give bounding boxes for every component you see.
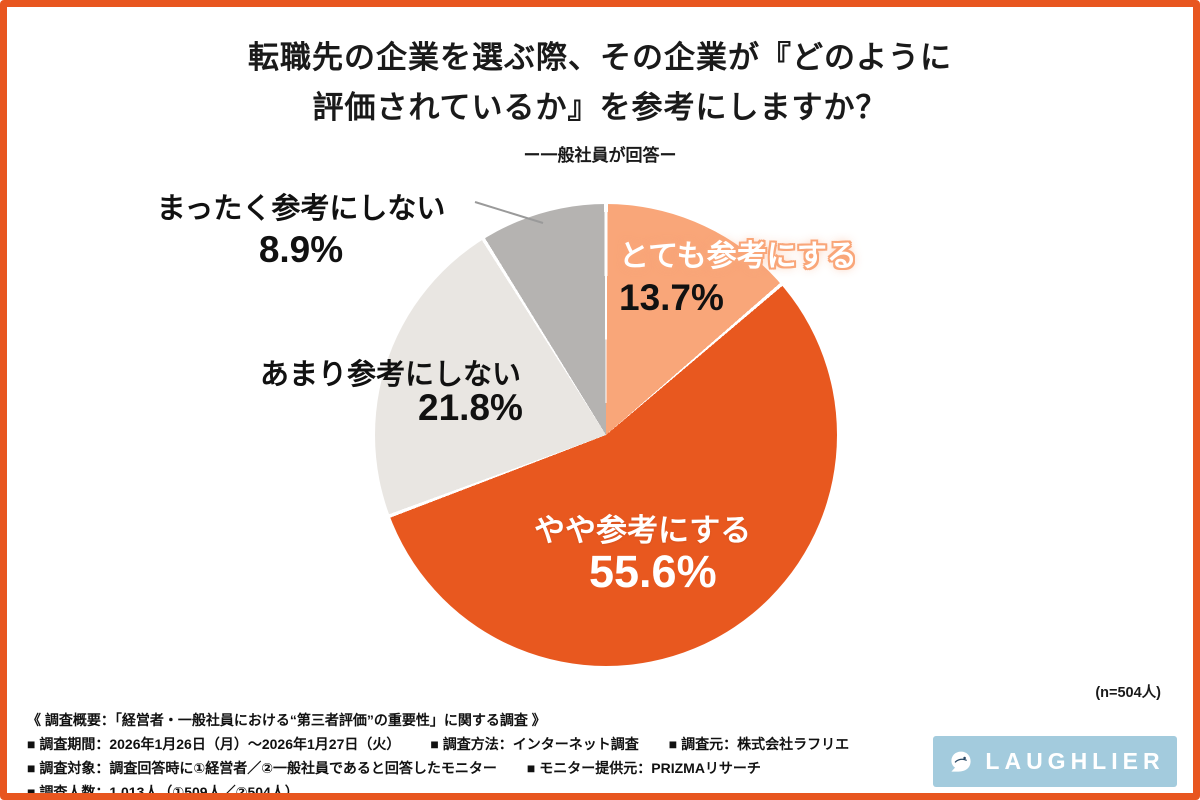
segment-pct-amari: 21.8% <box>418 387 523 428</box>
brand-name: LAUGHLIER <box>985 748 1165 774</box>
segment-pct-totemo: 13.7% <box>619 277 724 318</box>
segment-pct-mattaku: 8.9% <box>258 229 344 270</box>
segment-label-yaya: やや参考にする <box>534 513 752 548</box>
segment-label-mattaku: まったく参考にしない <box>156 193 446 225</box>
segment-label-totemo: とても参考にする <box>619 240 857 273</box>
bird-icon <box>945 746 977 778</box>
brand-logo: LAUGHLIER <box>933 736 1177 787</box>
chart-title-line1: 転職先の企業を選ぶ際、その企業が『どのように <box>248 40 952 75</box>
segment-label-amari: あまり参考にしない <box>260 359 522 391</box>
survey-row-period: ■ 調査期間：2026年1月26日（月）～2026年1月27日（火） ■ 調査方法… <box>27 732 927 756</box>
survey-method: ■ 調査方法：インターネット調査 <box>430 736 639 752</box>
sample-size-note: (n=504人) <box>1095 685 1161 701</box>
survey-row-count: ■ 調査人数：1,013人（①509人／②504人） <box>27 780 927 800</box>
survey-footer: 《 調査概要：「経営者・一般社員における“第三者評価”の重要性」に関する調査 》… <box>27 708 927 800</box>
chart-title-line2: 評価されているか』を参考にしますか？ <box>312 90 888 126</box>
survey-overview: 《 調査概要：「経営者・一般社員における“第三者評価”の重要性」に関する調査 》 <box>27 712 546 728</box>
survey-source: ■ 調査元：株式会社ラフリエ <box>668 736 850 752</box>
segment-callout-mattaku: まったく参考にしない 8.9% <box>135 185 467 271</box>
pie-chart <box>375 204 837 666</box>
survey-target: ■ 調査対象：調査回答時に①経営者／②一般社員であると回答したモニター <box>27 760 497 776</box>
segment-pct-yaya: 55.6% <box>589 546 717 597</box>
survey-row-target: ■ 調査対象：調査回答時に①経営者／②一般社員であると回答したモニター ■ モニタ… <box>27 756 927 780</box>
survey-monitor-provider: ■ モニター提供元：PRIZMAリサーチ <box>526 760 761 776</box>
survey-period: ■ 調査期間：2026年1月26日（月）～2026年1月27日（火） <box>27 736 401 752</box>
chart-subtitle: ー一般社員が回答ー <box>523 146 677 165</box>
chart-title: 転職先の企業を選ぶ際、その企業が『どのように 評価されているか』を参考にしますか… <box>7 33 1193 133</box>
survey-count: ■ 調査人数：1,013人（①509人／②504人） <box>27 784 299 800</box>
